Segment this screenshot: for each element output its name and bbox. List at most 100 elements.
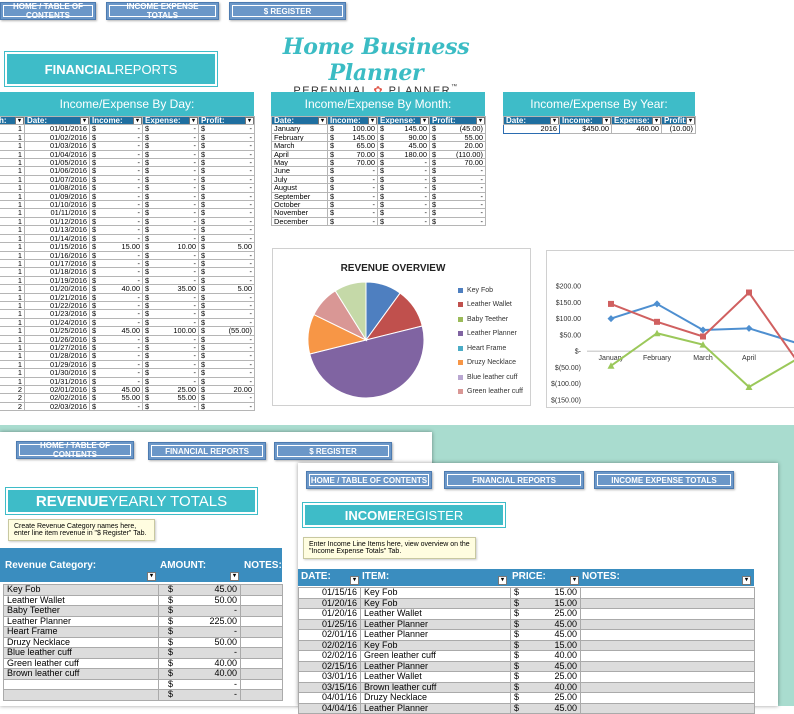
income-date-cell[interactable]: 04/01/16 [298,692,361,704]
sheet3-nav-reports[interactable]: FINANCIAL REPORTS [444,471,584,489]
revenue-category-cell[interactable]: Green leather cuff [3,657,159,669]
income-price-cell[interactable]: $45.00 [510,629,581,641]
revenue-amount-cell[interactable]: $ - [158,689,241,701]
income-row[interactable]: 01/25/16 Leather Planner $45.00 [298,618,755,630]
revenue-amount-cell[interactable]: $40.00 [158,668,241,680]
income-date-cell[interactable]: 01/20/16 [298,597,361,609]
income-item-cell[interactable]: Brown leather cuff [360,681,511,693]
revenue-notes-cell[interactable] [240,594,283,606]
revenue-row[interactable]: Druzy Necklace $50.00 [3,636,283,648]
revenue-category-cell[interactable] [3,678,159,690]
income-notes-cell[interactable] [580,618,755,630]
income-row[interactable]: 02/02/16 Key Fob $15.00 [298,639,755,651]
income-item-cell[interactable]: Druzy Necklace [360,692,511,704]
income-price-cell[interactable]: $45.00 [510,702,581,714]
income-date-cell[interactable]: 03/15/16 [298,681,361,693]
revenue-category-cell[interactable]: Blue leather cuff [3,647,159,659]
revenue-notes-cell[interactable] [240,584,283,596]
income-notes-cell[interactable] [580,671,755,683]
income-date-cell[interactable]: 02/02/16 [298,639,361,651]
income-row[interactable]: 04/01/16 Druzy Necklace $25.00 [298,692,755,704]
income-notes-cell[interactable] [580,681,755,693]
revenue-row[interactable]: Green leather cuff $40.00 [3,657,283,669]
month-header-3[interactable]: Profit: [429,115,486,126]
revenue-row[interactable]: Leather Wallet $50.00 [3,594,283,606]
income-row[interactable]: 01/20/16 Leather Wallet $25.00 [298,608,755,620]
income-date-cell[interactable]: 01/15/16 [298,587,361,599]
sheet2-nav-home[interactable]: HOME / TABLE OF CONTENTS [16,441,134,459]
inc-item-filter-icon[interactable] [498,576,507,585]
revenue-amount-cell[interactable]: $40.00 [158,657,241,669]
income-row[interactable]: 03/01/16 Leather Wallet $25.00 [298,671,755,683]
revenue-notes-cell[interactable] [240,657,283,669]
revenue-category-cell[interactable]: Leather Wallet [3,594,159,606]
income-row[interactable]: 02/02/16 Green leather cuff $40.00 [298,650,755,662]
revenue-category-cell[interactable]: Baby Teether [3,605,159,617]
sheet2-nav-register[interactable]: $ REGISTER [274,442,392,460]
income-row[interactable]: 02/15/16 Leather Planner $45.00 [298,660,755,672]
nav-register-button[interactable]: $ REGISTER [229,2,346,20]
day-header-0[interactable]: h: [0,115,25,126]
revenue-category-cell[interactable]: Leather Planner [3,615,159,627]
revenue-amount-cell[interactable]: $ - [158,626,241,638]
income-price-cell[interactable]: $25.00 [510,671,581,683]
year-header-3[interactable]: Profit: [661,115,696,126]
revenue-notes-cell[interactable] [240,678,283,690]
income-price-cell[interactable]: $40.00 [510,681,581,693]
revenue-amount-cell[interactable]: $ - [158,605,241,617]
income-date-cell[interactable]: 02/02/16 [298,650,361,662]
income-notes-cell[interactable] [580,629,755,641]
revenue-notes-cell[interactable] [240,668,283,680]
sheet3-nav-totals[interactable]: INCOME EXPENSE TOTALS [594,471,734,489]
income-date-cell[interactable]: 01/25/16 [298,618,361,630]
revenue-notes-cell[interactable] [240,689,283,701]
income-notes-cell[interactable] [580,597,755,609]
revenue-row[interactable]: Baby Teether $ - [3,605,283,617]
revenue-notes-cell[interactable] [240,647,283,659]
year-header-2[interactable]: Expense: [611,115,662,126]
income-date-cell[interactable]: 03/01/16 [298,671,361,683]
income-item-cell[interactable]: Leather Planner [360,629,511,641]
income-price-cell[interactable]: $40.00 [510,650,581,662]
inc-notes-filter-icon[interactable] [742,576,751,585]
revenue-amount-cell[interactable]: $50.00 [158,594,241,606]
year-cell[interactable]: 2016 [503,124,560,134]
day-header-2[interactable]: Income: [89,115,143,126]
income-item-cell[interactable]: Green leather cuff [360,650,511,662]
revenue-amount-cell[interactable]: $45.00 [158,584,241,596]
inc-price-filter-icon[interactable] [570,576,579,585]
day-header-1[interactable]: Date: [24,115,90,126]
revenue-row[interactable]: $ - [3,678,283,690]
sheet2-nav-reports[interactable]: FINANCIAL REPORTS [148,442,266,460]
revenue-amount-cell[interactable]: $ - [158,678,241,690]
income-row[interactable]: 01/15/16 Key Fob $15.00 [298,587,755,599]
income-item-cell[interactable]: Leather Planner [360,660,511,672]
month-header-1[interactable]: Income: [327,115,378,126]
year-header-1[interactable]: Income: [559,115,612,126]
financial-reports-title-button[interactable]: FINANCIAL REPORTS [5,52,217,86]
income-notes-cell[interactable] [580,650,755,662]
income-date-cell[interactable]: 02/15/16 [298,660,361,672]
nav-totals-button[interactable]: INCOME EXPENSE TOTALS [106,2,219,20]
income-item-cell[interactable]: Leather Wallet [360,608,511,620]
income-item-cell[interactable]: Key Fob [360,639,511,651]
income-notes-cell[interactable] [580,702,755,714]
revenue-notes-cell[interactable] [240,605,283,617]
income-price-cell[interactable]: $25.00 [510,608,581,620]
nav-home-button[interactable]: HOME / TABLE OF CONTENTS [0,2,96,20]
income-item-cell[interactable]: Key Fob [360,597,511,609]
income-row[interactable]: 01/20/16 Key Fob $15.00 [298,597,755,609]
revenue-amount-cell[interactable]: $225.00 [158,615,241,627]
revenue-notes-cell[interactable] [240,636,283,648]
revenue-row[interactable]: $ - [3,689,283,701]
income-item-cell[interactable]: Leather Planner [360,702,511,714]
revenue-row[interactable]: Brown leather cuff $40.00 [3,668,283,680]
revenue-category-cell[interactable]: Key Fob [3,584,159,596]
income-date-cell[interactable]: 02/01/16 [298,629,361,641]
revenue-amount-cell[interactable]: $50.00 [158,636,241,648]
income-notes-cell[interactable] [580,639,755,651]
day-header-3[interactable]: Expense: [142,115,199,126]
income-notes-cell[interactable] [580,660,755,672]
month-header-2[interactable]: Expense: [377,115,430,126]
revenue-category-cell[interactable]: Druzy Necklace [3,636,159,648]
